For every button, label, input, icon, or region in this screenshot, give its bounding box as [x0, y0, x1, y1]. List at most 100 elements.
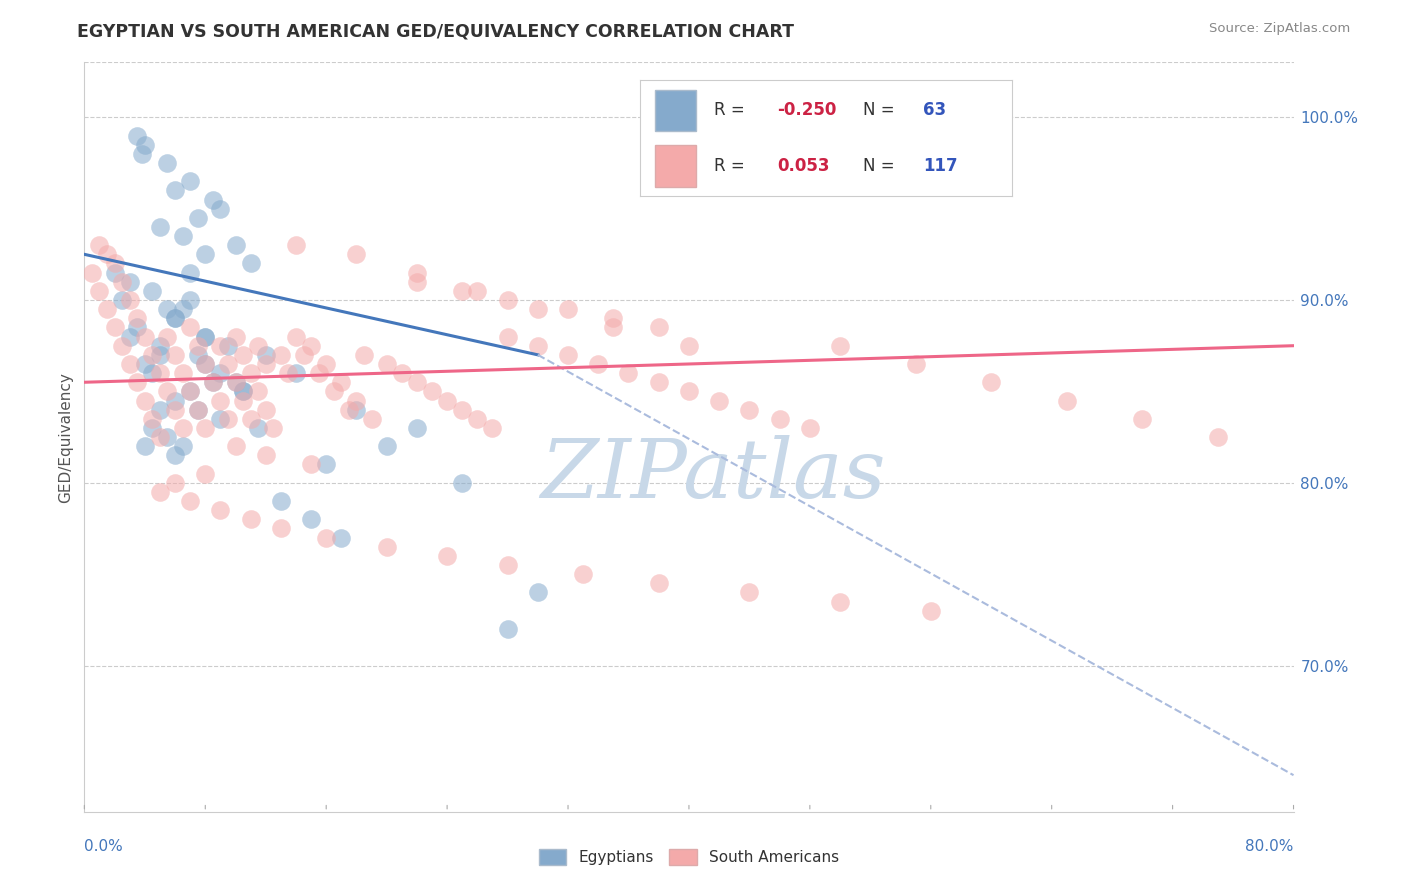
Point: [141, 348, 163, 362]
Point: [391, 366, 413, 380]
Point: [648, 376, 671, 390]
Point: [156, 302, 179, 317]
Point: [179, 494, 201, 508]
Point: [830, 339, 852, 353]
Point: [527, 302, 550, 317]
Point: [209, 202, 232, 216]
FancyBboxPatch shape: [655, 145, 696, 187]
Point: [481, 421, 503, 435]
Point: [80, 266, 103, 280]
Text: R =: R =: [714, 157, 751, 175]
Point: [232, 393, 254, 408]
Point: [346, 393, 368, 408]
Point: [104, 320, 127, 334]
Point: [179, 293, 201, 307]
Point: [239, 412, 262, 426]
Point: [360, 412, 382, 426]
Point: [127, 128, 149, 143]
Point: [375, 540, 398, 554]
Point: [254, 402, 277, 417]
Point: [322, 384, 344, 399]
Point: [496, 558, 519, 572]
Point: [217, 339, 239, 353]
Point: [187, 402, 209, 417]
Point: [315, 357, 337, 371]
Point: [194, 357, 217, 371]
Point: [353, 348, 375, 362]
Point: [141, 284, 163, 298]
Point: [194, 329, 217, 343]
Point: [346, 247, 368, 261]
Text: 80.0%: 80.0%: [1246, 839, 1294, 855]
Point: [149, 402, 172, 417]
Point: [89, 284, 111, 298]
Point: [149, 484, 172, 499]
Point: [496, 622, 519, 636]
Point: [239, 256, 262, 270]
Point: [194, 247, 217, 261]
Point: [111, 275, 134, 289]
Point: [617, 366, 640, 380]
Point: [165, 393, 187, 408]
Point: [315, 458, 337, 472]
Point: [134, 357, 156, 371]
Text: 117: 117: [922, 157, 957, 175]
Point: [420, 384, 443, 399]
Point: [165, 311, 187, 326]
Point: [225, 376, 247, 390]
Point: [337, 402, 360, 417]
Point: [678, 339, 700, 353]
Text: R =: R =: [714, 102, 751, 120]
Point: [232, 384, 254, 399]
Point: [315, 531, 337, 545]
Point: [1056, 393, 1078, 408]
Point: [375, 439, 398, 453]
Point: [247, 421, 270, 435]
Text: EGYPTIAN VS SOUTH AMERICAN GED/EQUIVALENCY CORRELATION CHART: EGYPTIAN VS SOUTH AMERICAN GED/EQUIVALEN…: [77, 22, 794, 40]
Point: [451, 475, 474, 490]
Point: [187, 339, 209, 353]
Point: [451, 284, 474, 298]
Point: [156, 384, 179, 399]
Point: [179, 174, 201, 188]
Point: [375, 357, 398, 371]
Point: [467, 412, 489, 426]
Point: [467, 284, 489, 298]
Point: [149, 430, 172, 444]
Text: -0.250: -0.250: [778, 102, 837, 120]
Point: [527, 339, 550, 353]
Point: [194, 421, 217, 435]
Point: [285, 238, 308, 252]
Point: [406, 266, 429, 280]
Point: [96, 247, 118, 261]
Point: [201, 376, 224, 390]
Point: [165, 348, 187, 362]
Point: [165, 402, 187, 417]
Legend: Egyptians, South Americans: Egyptians, South Americans: [533, 843, 845, 871]
Point: [156, 329, 179, 343]
Point: [830, 594, 852, 608]
Text: 0.0%: 0.0%: [84, 839, 124, 855]
Point: [904, 357, 927, 371]
Point: [406, 376, 429, 390]
Point: [496, 329, 519, 343]
Point: [217, 412, 239, 426]
Point: [118, 275, 141, 289]
Point: [496, 293, 519, 307]
Point: [165, 475, 187, 490]
Point: [299, 458, 322, 472]
Point: [648, 320, 671, 334]
Point: [131, 146, 153, 161]
Point: [330, 376, 353, 390]
Point: [149, 219, 172, 234]
Point: [217, 357, 239, 371]
Point: [111, 293, 134, 307]
Point: [738, 402, 761, 417]
Point: [1132, 412, 1154, 426]
Point: [127, 320, 149, 334]
Point: [270, 494, 292, 508]
FancyBboxPatch shape: [655, 89, 696, 131]
Point: [118, 357, 141, 371]
Point: [209, 393, 232, 408]
Point: [602, 311, 624, 326]
